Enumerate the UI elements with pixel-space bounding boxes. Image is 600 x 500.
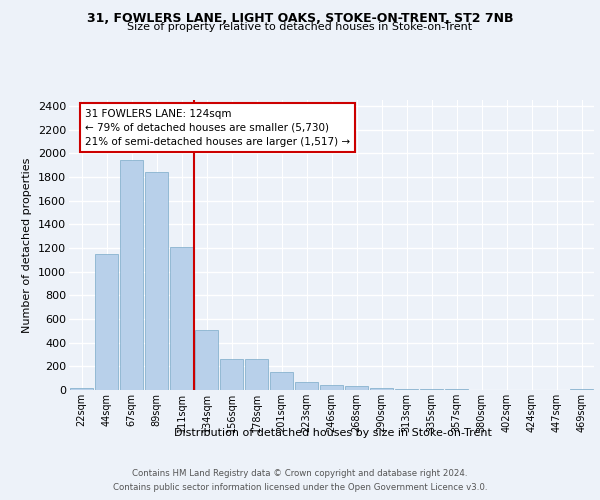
Bar: [295, 382, 318, 390]
Bar: [95, 254, 118, 390]
Bar: [70, 388, 93, 390]
Text: Contains public sector information licensed under the Open Government Licence v3: Contains public sector information licen…: [113, 482, 487, 492]
Text: Size of property relative to detached houses in Stoke-on-Trent: Size of property relative to detached ho…: [127, 22, 473, 32]
Bar: [220, 358, 243, 390]
Bar: [270, 372, 293, 390]
Y-axis label: Number of detached properties: Number of detached properties: [22, 158, 32, 332]
Bar: [420, 389, 443, 390]
Bar: [170, 247, 193, 390]
Bar: [195, 330, 218, 390]
Bar: [320, 384, 343, 390]
Text: Contains HM Land Registry data © Crown copyright and database right 2024.: Contains HM Land Registry data © Crown c…: [132, 469, 468, 478]
Text: 31 FOWLERS LANE: 124sqm
← 79% of detached houses are smaller (5,730)
21% of semi: 31 FOWLERS LANE: 124sqm ← 79% of detache…: [85, 108, 350, 146]
Bar: [570, 389, 593, 390]
Bar: [120, 160, 143, 390]
Bar: [370, 388, 393, 390]
Bar: [145, 172, 168, 390]
Text: 31, FOWLERS LANE, LIGHT OAKS, STOKE-ON-TRENT, ST2 7NB: 31, FOWLERS LANE, LIGHT OAKS, STOKE-ON-T…: [87, 12, 513, 26]
Text: Distribution of detached houses by size in Stoke-on-Trent: Distribution of detached houses by size …: [174, 428, 492, 438]
Bar: [345, 386, 368, 390]
Bar: [395, 389, 418, 390]
Bar: [245, 358, 268, 390]
